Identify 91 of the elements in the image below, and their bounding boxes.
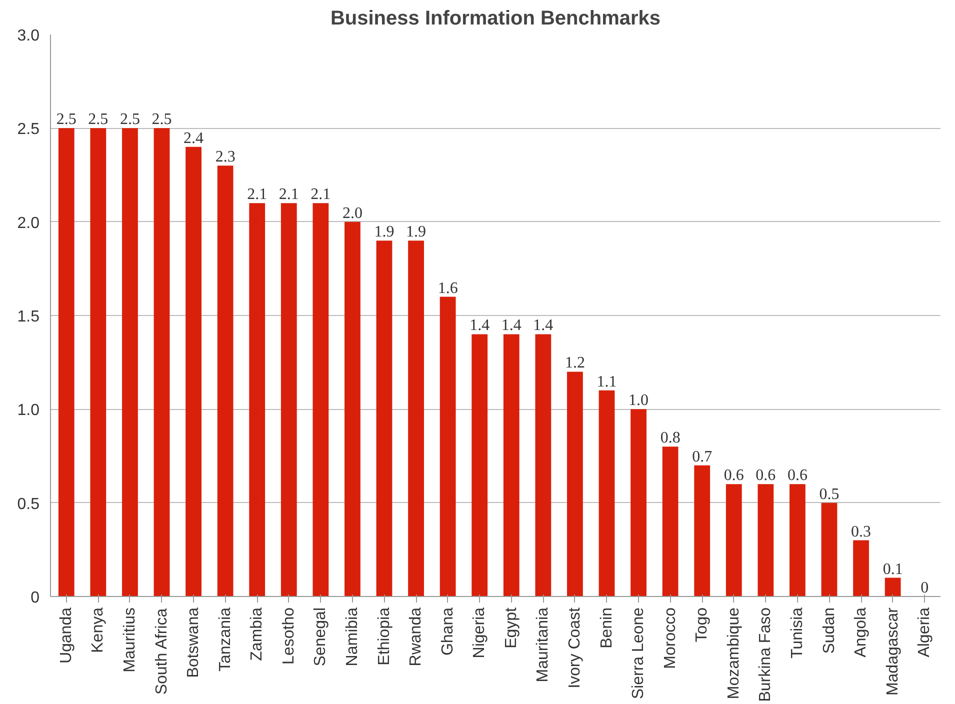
bar [217,166,234,596]
data-label: 2.3 [215,148,236,166]
data-label: 2.0 [342,204,362,222]
bar [312,203,329,596]
data-label: 0.7 [692,448,712,466]
x-tick-label: Tanzania [216,607,234,672]
x-tick-label: Zambia [248,607,266,661]
data-label: 1.4 [501,317,522,334]
bar [630,409,646,596]
x-tick-label: Togo [694,607,711,642]
data-label: 1.4 [470,317,490,334]
bar [58,128,74,596]
y-tick-label: 0.5 [17,496,40,513]
data-label: 2.1 [278,186,299,204]
x-tick-label: Mauritania [534,607,552,682]
data-label: 2.5 [120,111,140,128]
data-label: 1.4 [533,317,554,334]
data-label: 2.5 [152,111,172,128]
x-tick-label: Egypt [502,606,520,648]
data-label: 0.6 [787,467,808,484]
y-tick-label: 2.5 [17,121,40,138]
x-tick-label: Kenya [90,607,107,653]
x-tick-label: Nigeria [471,607,488,658]
x-tick-label: Sudan [820,608,838,654]
y-tick-label: 3.0 [17,28,40,44]
x-tick-label: Algeria [916,607,934,658]
bar [186,146,202,596]
x-tick-label: Mozambique [725,607,742,700]
bar [408,240,424,596]
bar [790,484,806,596]
bar [884,578,901,596]
x-tick-label: Rwanda [408,607,425,666]
data-label: 2.1 [310,186,331,204]
bar [376,240,392,596]
y-tick-label: 2.0 [17,214,40,232]
bar [90,128,106,596]
bar [662,446,678,596]
x-tick-label: Senegal [312,608,330,666]
bar [440,296,456,596]
data-label: 2.1 [247,186,268,204]
bar [122,128,138,596]
x-tick-label: Namibia [344,607,361,666]
data-label: 2.4 [184,130,204,147]
bar [472,334,488,596]
data-label: 1.9 [374,224,394,241]
bar [535,334,552,596]
data-label: 1.2 [564,354,585,372]
x-tick-label: Mauritius [121,608,138,672]
y-tick-label: 1.5 [17,308,40,326]
data-label: 0.8 [660,430,680,447]
data-label: 2.5 [88,111,108,128]
data-label: 0.3 [851,523,872,540]
data-label: 1.6 [438,280,458,297]
x-tick-label: Ethiopia [376,607,393,666]
x-tick-label: Morocco [662,607,679,669]
x-tick-label: Botswana [185,607,202,678]
x-tick-label: Sierra Leone [630,607,648,700]
data-label: 1.0 [628,392,649,410]
chart-title: Business Information Benchmarks [330,8,661,30]
bar [280,203,297,596]
x-tick-label: Tunisia [788,607,806,658]
bar [758,484,774,596]
data-label: 0.6 [724,467,744,484]
data-label: 2.5 [56,111,76,128]
data-label: 0.5 [819,486,840,503]
x-tick-label: Burkina Faso [757,607,774,702]
bar [726,484,742,596]
bar [503,334,520,596]
x-tick-label: South Africa [153,608,170,695]
x-tick-label: Lesotho [280,607,298,664]
x-tick-label: Madagascar [884,606,902,696]
data-label: 0.1 [882,560,903,578]
data-label: 0 [920,580,929,596]
data-label: 0.6 [756,467,776,484]
bar [154,128,170,596]
bar [853,540,869,596]
data-label: 1.1 [596,373,617,390]
data-label: 1.9 [406,224,426,241]
bar [821,502,838,596]
bar [344,222,360,596]
x-tick-label: Uganda [58,607,75,664]
bar [598,390,615,596]
x-tick-label: Ghana [439,607,456,656]
x-tick-label: Benin [598,608,616,648]
bar [694,465,710,596]
bar [249,203,266,596]
x-tick-label: Ivory Coast [566,606,584,688]
y-tick-label: 1.0 [17,402,40,420]
x-tick-label: Angola [852,607,870,658]
y-tick-label: 0 [30,590,40,606]
bar [567,372,583,596]
